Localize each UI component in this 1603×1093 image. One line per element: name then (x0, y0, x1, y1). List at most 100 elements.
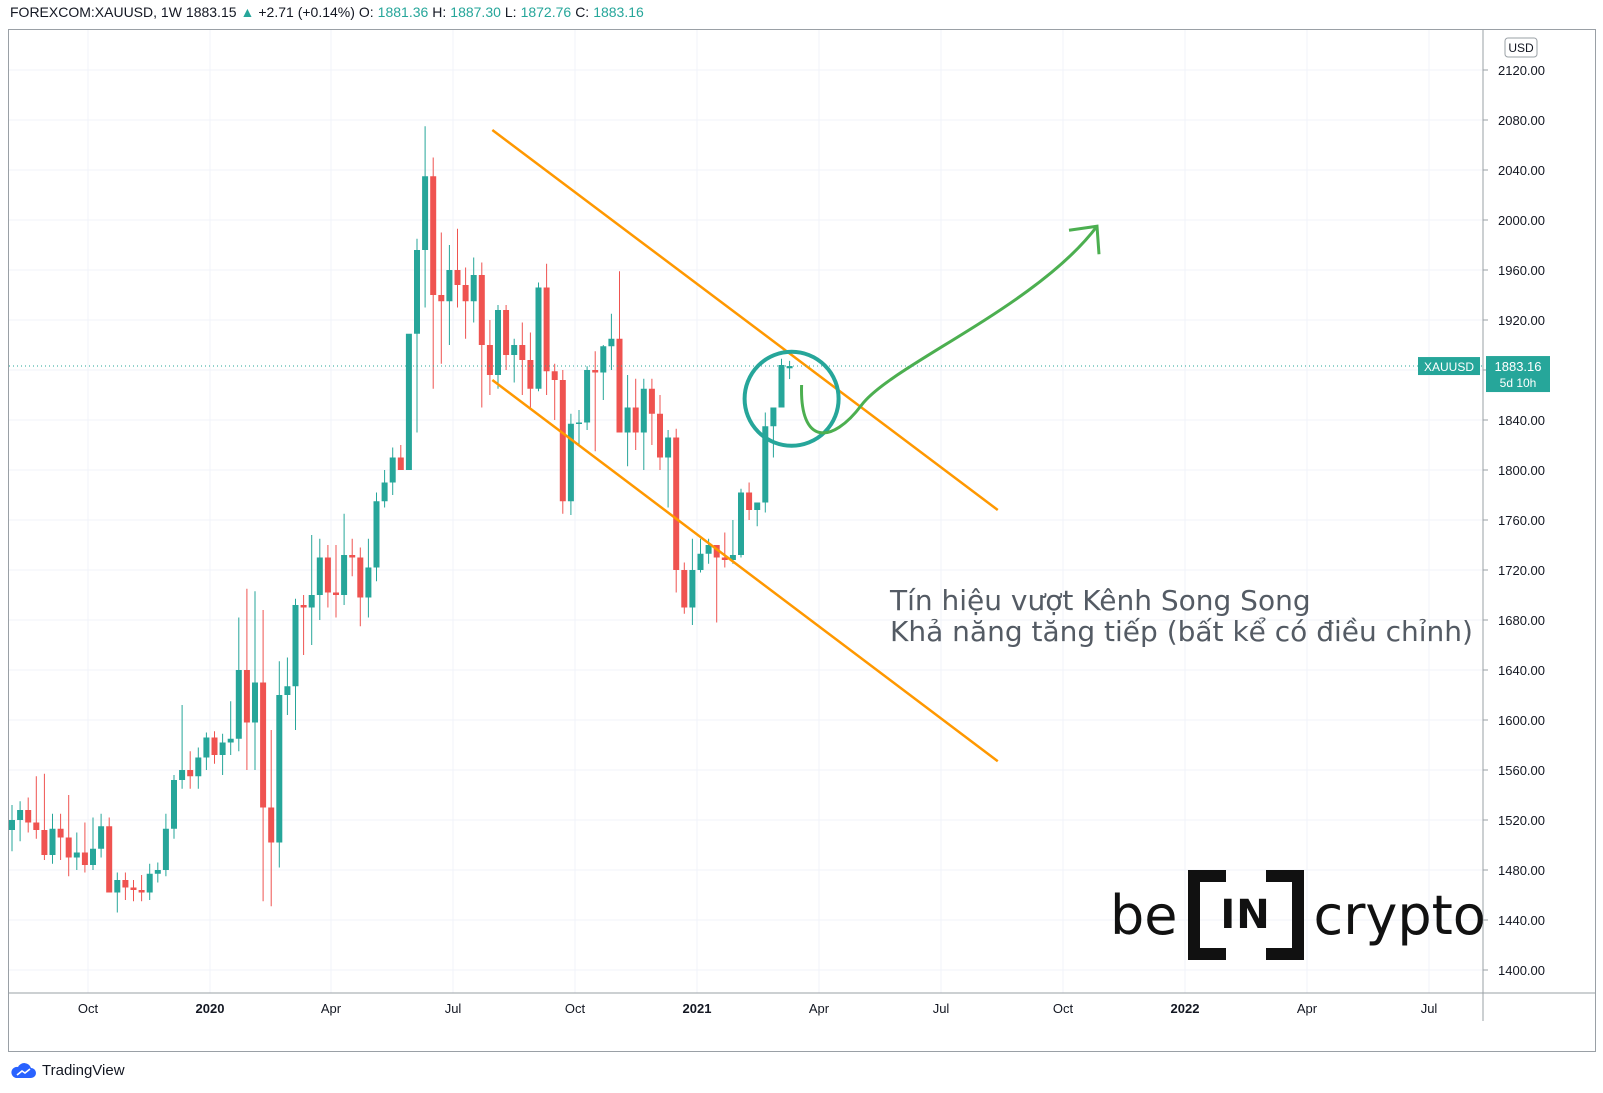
price-change: +2.71 (+0.14%) (258, 4, 355, 20)
chart-frame[interactable] (8, 29, 1596, 1052)
candle-body (41, 830, 48, 855)
candle-body (130, 887, 137, 890)
candle-body (187, 770, 194, 777)
x-tick-label: Apr (1297, 1001, 1318, 1016)
candle-body (462, 285, 469, 302)
candle-body (243, 670, 250, 723)
candle-body (713, 545, 720, 558)
projection-arrow-head (1068, 224, 1101, 255)
candle-body (738, 492, 744, 555)
candle-body (333, 592, 339, 595)
candle-body (106, 826, 113, 893)
candle-body (729, 555, 736, 560)
candle-body (146, 873, 153, 893)
logo-text-in: IN (1220, 892, 1271, 938)
price-tag-countdown: 5d 10h (1500, 376, 1537, 390)
candle-body (454, 270, 461, 285)
y-tick-label: 2040.00 (1498, 163, 1545, 178)
candle-body (268, 807, 275, 843)
candle-body (316, 557, 323, 595)
symbol-name[interactable]: FOREXCOM:XAUUSD, 1W (10, 4, 182, 20)
candle-body (414, 250, 420, 334)
candle-body (503, 310, 510, 355)
y-tick-label: 1960.00 (1498, 263, 1545, 278)
candle-body (25, 810, 32, 823)
x-tick-label: Jul (933, 1001, 950, 1016)
candle-body (770, 407, 777, 427)
candle-body (98, 826, 105, 849)
candle-body (57, 828, 64, 838)
candle-body (559, 380, 566, 502)
x-tick-label: Oct (565, 1001, 586, 1016)
high-value: 1887.30 (450, 4, 501, 20)
x-tick-label: Apr (809, 1001, 830, 1016)
candle-body (697, 553, 704, 570)
annotation-line-2: Khả năng tăng tiếp (bất kể có điều chỉnh… (890, 615, 1473, 648)
y-tick-label: 1800.00 (1498, 463, 1545, 478)
y-tick-label: 2120.00 (1498, 63, 1545, 78)
candle-body (65, 837, 72, 858)
candle-body (754, 502, 761, 510)
candle-body (543, 287, 550, 372)
candle-body (308, 595, 315, 608)
candle-body (616, 338, 623, 433)
candle-body (397, 457, 404, 470)
candle-body (389, 457, 396, 483)
candle-body (162, 828, 169, 870)
candle-body (648, 388, 655, 414)
candle-body (721, 557, 728, 560)
candle-body (511, 345, 518, 355)
x-tick-label: 2021 (683, 1001, 712, 1016)
channel-lower-line (491, 379, 999, 763)
candle-body (689, 570, 696, 608)
candle-body (365, 567, 372, 598)
candle-body (608, 338, 615, 347)
candle-body (786, 366, 793, 369)
symbol-header: FOREXCOM:XAUUSD, 1W 1883.15 ▲ +2.71 (+0.… (10, 3, 644, 21)
price-tag (1486, 356, 1550, 393)
up-arrow-icon: ▲ (240, 4, 255, 20)
candle-body (203, 737, 210, 758)
tradingview-label: TradingView (42, 1062, 125, 1079)
chart-annotation: Tín hiệu vượt Kênh Song Song Khả năng tă… (890, 585, 1473, 647)
tradingview-logo[interactable]: TradingView (10, 1062, 125, 1079)
projection-arrow (800, 225, 1099, 435)
candle-body (600, 346, 607, 373)
candle-body (171, 780, 177, 829)
candle-body (478, 275, 485, 345)
x-tick-label: Apr (321, 1001, 342, 1016)
candle-body (33, 822, 40, 830)
breakout-circle (742, 349, 841, 448)
candle-body (17, 810, 24, 820)
candle-body (592, 370, 599, 373)
candle-body (527, 360, 534, 389)
x-tick-label: Jul (445, 1001, 462, 1016)
y-tick-label: 1680.00 (1498, 613, 1545, 628)
high-label: H: (432, 4, 447, 20)
annotation-line-1: Tín hiệu vượt Kênh Song Song (890, 584, 1311, 617)
candle-body (114, 880, 121, 893)
y-tick-label: 1480.00 (1498, 863, 1545, 878)
candle-body (535, 287, 542, 389)
y-tick-label: 2000.00 (1498, 213, 1545, 228)
candle-body (179, 770, 186, 780)
candle-body (49, 828, 56, 855)
candle-body (260, 682, 267, 808)
candle-body (584, 370, 591, 423)
x-tick-label: 2020 (196, 1001, 225, 1016)
symbol-tag (1418, 357, 1480, 376)
candle-body (357, 557, 364, 598)
y-tick-label: 1600.00 (1498, 713, 1545, 728)
tradingview-cloud-icon (11, 1062, 36, 1078)
logo-bracket-box: IN (1187, 870, 1304, 960)
candle-body (284, 686, 291, 695)
candle-body (373, 501, 380, 568)
candle-body (673, 437, 680, 570)
y-tick-label: 1720.00 (1498, 563, 1545, 578)
candle-body (219, 742, 226, 755)
candle-body (195, 757, 202, 777)
candle-body (576, 422, 582, 424)
candle-body (567, 423, 574, 502)
candle-body (138, 890, 145, 893)
